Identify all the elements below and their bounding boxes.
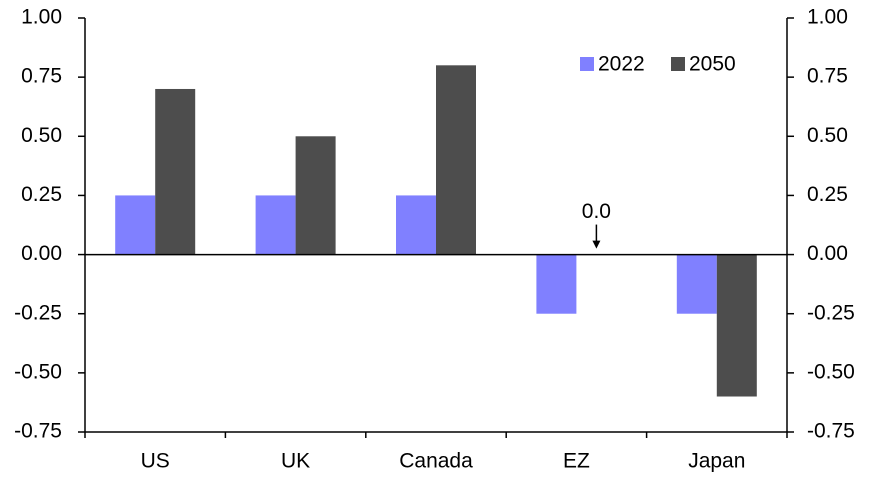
y-tick-label: 0.00 — [21, 242, 62, 265]
y-tick-label: 1.00 — [21, 6, 62, 29]
legend-label: 2022 — [598, 53, 645, 76]
bar — [255, 195, 296, 255]
bar — [716, 254, 757, 397]
bar — [436, 65, 476, 255]
x-tick-label: Japan — [688, 450, 745, 473]
y2-tick-label: 1.00 — [807, 6, 848, 29]
y2-tick-label: -0.25 — [807, 301, 855, 324]
legend-swatch — [671, 57, 685, 71]
y-tick-label: -0.25 — [14, 301, 62, 324]
y2-tick-label: 0.75 — [807, 65, 848, 88]
y-tick-label: 0.25 — [21, 183, 62, 206]
bar — [115, 195, 156, 255]
x-tick-label: Canada — [399, 450, 473, 473]
x-tick-label: UK — [281, 450, 310, 473]
y2-tick-label: -0.75 — [807, 420, 855, 443]
bar — [295, 136, 336, 255]
y2-tick-label: 0.00 — [807, 242, 848, 265]
bar — [536, 254, 577, 314]
bar — [396, 195, 436, 255]
legend-swatch — [580, 57, 594, 71]
y2-tick-label: -0.50 — [807, 360, 855, 383]
bar — [676, 254, 717, 314]
value-label: 0.0 — [582, 200, 611, 223]
y-tick-label: 0.50 — [21, 124, 62, 147]
y-tick-label: -0.50 — [14, 360, 62, 383]
annotation-arrowhead — [592, 240, 601, 249]
y2-tick-label: 0.25 — [807, 183, 848, 206]
y2-tick-label: 0.50 — [807, 124, 848, 147]
y-tick-label: 0.75 — [21, 65, 62, 88]
x-tick-label: US — [141, 450, 170, 473]
legend-label: 2050 — [689, 53, 736, 76]
y-tick-label: -0.75 — [14, 420, 62, 443]
x-tick-label: EZ — [563, 450, 590, 473]
bar — [155, 88, 196, 255]
